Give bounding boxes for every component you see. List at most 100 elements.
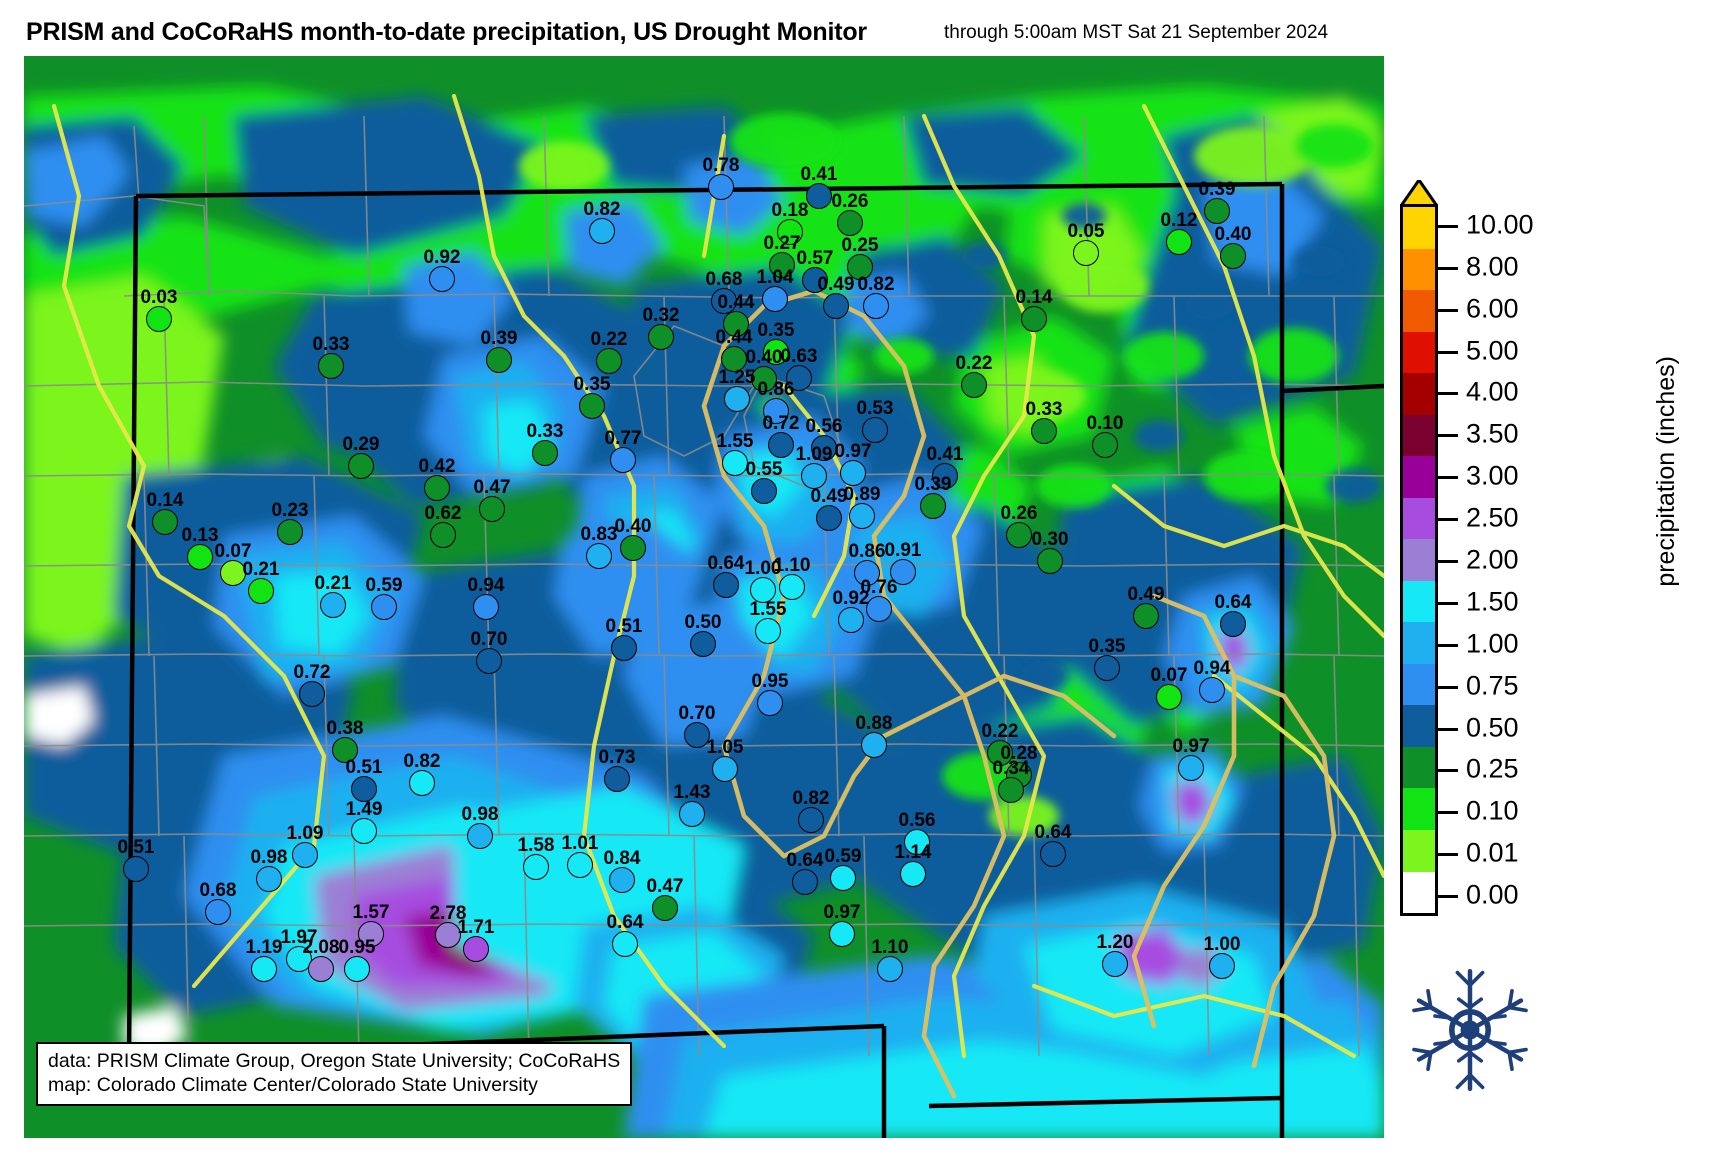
station-value-label: 0.41 — [800, 164, 838, 185]
colorbar-segment — [1403, 580, 1435, 623]
station-marker-icon — [830, 865, 856, 891]
station-value-label: 0.33 — [1025, 399, 1063, 420]
station-value-label: 0.77 — [604, 428, 642, 449]
station-marker-icon — [751, 478, 777, 504]
station-value-label: 0.64 — [606, 912, 644, 933]
station-marker-icon — [479, 496, 505, 522]
station-value-label: 0.59 — [824, 846, 862, 867]
station-marker-icon — [762, 286, 788, 312]
station-marker-icon — [863, 293, 889, 319]
station-value-label: 0.40 — [745, 347, 783, 368]
station-value-label: 0.35 — [573, 374, 611, 395]
station-value-label: 0.42 — [418, 456, 456, 477]
colorbar-segment — [1403, 788, 1435, 830]
station-value-label: 0.94 — [1193, 658, 1231, 679]
colorbar-tick — [1438, 727, 1458, 731]
colorbar-segment — [1403, 663, 1435, 706]
colorbar-tick — [1438, 392, 1458, 396]
station-marker-icon — [861, 732, 887, 758]
station-value-label: 0.82 — [403, 751, 441, 772]
station-marker-icon — [877, 956, 903, 982]
station-marker-icon — [1073, 240, 1099, 266]
station-value-label: 1.43 — [673, 782, 711, 803]
station-marker-icon — [998, 777, 1024, 803]
county-boundaries — [24, 115, 1384, 1057]
drought-monitor-contours — [51, 93, 1384, 1099]
station-value-label: 1.00 — [1203, 934, 1241, 955]
snowflake-logo-icon — [1412, 968, 1528, 1092]
station-marker-icon — [205, 899, 231, 925]
station-marker-icon — [829, 921, 855, 947]
station-value-label: 0.64 — [786, 850, 824, 871]
station-marker-icon — [579, 393, 605, 419]
precipitation-map[interactable]: 0.03 0.92 0.82 0.78 0.41 0.26 0.18 0.27 0.25 0.57… — [24, 56, 1384, 1138]
station-marker-icon — [1156, 684, 1182, 710]
colorbar-tick-label: 3.00 — [1466, 460, 1519, 491]
station-value-label: 0.05 — [1067, 221, 1105, 242]
station-value-label: 0.38 — [326, 718, 364, 739]
station-value-label: 0.83 — [580, 524, 618, 545]
station-marker-icon — [596, 348, 622, 374]
station-value-label: 0.59 — [365, 575, 403, 596]
station-value-label: 1.14 — [894, 842, 932, 863]
colorbar-segment — [1403, 871, 1435, 914]
colorbar-segment — [1403, 248, 1435, 291]
station-value-label: 0.07 — [214, 541, 252, 562]
colorbar-tick — [1438, 518, 1458, 522]
station-marker-icon — [320, 592, 346, 618]
station-value-label: 1.09 — [286, 823, 324, 844]
station-marker-icon — [123, 856, 149, 882]
station-marker-icon — [724, 386, 750, 412]
station-value-label: 0.92 — [423, 247, 461, 268]
station-value-label: 0.89 — [843, 484, 881, 505]
station-marker-icon — [1092, 432, 1118, 458]
colorbar-tick — [1438, 560, 1458, 563]
station-marker-icon — [371, 594, 397, 620]
station-marker-icon — [750, 577, 776, 603]
station-value-label: 0.64 — [1214, 592, 1252, 613]
station-value-label: 1.01 — [561, 833, 599, 854]
colorbar-tick — [1438, 853, 1458, 857]
station-value-label: 0.12 — [1160, 210, 1198, 231]
station-value-label: 0.14 — [146, 490, 184, 511]
station-marker-icon — [318, 353, 344, 379]
station-value-label: 0.13 — [181, 525, 219, 546]
station-marker-icon — [932, 463, 958, 489]
station-marker-icon — [1006, 522, 1032, 548]
station-marker-icon — [1037, 548, 1063, 574]
station-value-label: 0.22 — [955, 353, 993, 374]
station-value-label: 0.98 — [461, 804, 499, 825]
station-value-label: 0.35 — [757, 320, 795, 341]
station-marker-icon — [620, 535, 646, 561]
station-value-label: 0.56 — [805, 416, 843, 437]
colorbar-tick — [1438, 769, 1458, 773]
station-value-label: 0.14 — [1015, 287, 1053, 308]
station-marker-icon — [862, 417, 888, 443]
station-value-label: 0.34 — [992, 758, 1030, 779]
colorbar-tick — [1438, 895, 1458, 899]
station-value-label: 0.82 — [583, 199, 621, 220]
station-marker-icon — [838, 607, 864, 633]
station-value-label: 1.71 — [457, 917, 495, 938]
colorbar-ticks: 10.00 8.00 6.00 5.00 4.00 3.50 3.00 2.50 2.00 1.5… — [1438, 204, 1678, 916]
colorbar-tick-label: 0.25 — [1466, 753, 1519, 784]
station-marker-icon — [187, 544, 213, 570]
station-marker-icon — [609, 867, 635, 893]
station-value-label: 0.41 — [926, 444, 964, 465]
station-value-label: 0.50 — [684, 612, 722, 633]
station-value-label: 0.44 — [717, 292, 755, 313]
station-value-label: 0.97 — [1172, 736, 1210, 757]
station-marker-icon — [792, 869, 818, 895]
station-marker-icon — [1204, 198, 1230, 224]
colorbar-gradient — [1400, 204, 1438, 916]
station-value-label: 0.51 — [117, 837, 155, 858]
credits-data-line: data: PRISM Climate Group, Oregon State … — [48, 1050, 621, 1072]
station-value-label: 0.29 — [342, 434, 380, 455]
station-marker-icon — [684, 722, 710, 748]
station-value-label: 0.64 — [1034, 822, 1072, 843]
station-marker-icon — [467, 823, 493, 849]
station-value-label: 0.28 — [1000, 743, 1038, 764]
colorbar-segment — [1403, 373, 1435, 415]
credits-box: data: PRISM Climate Group, Oregon State … — [36, 1042, 633, 1106]
station-marker-icon — [823, 293, 849, 319]
